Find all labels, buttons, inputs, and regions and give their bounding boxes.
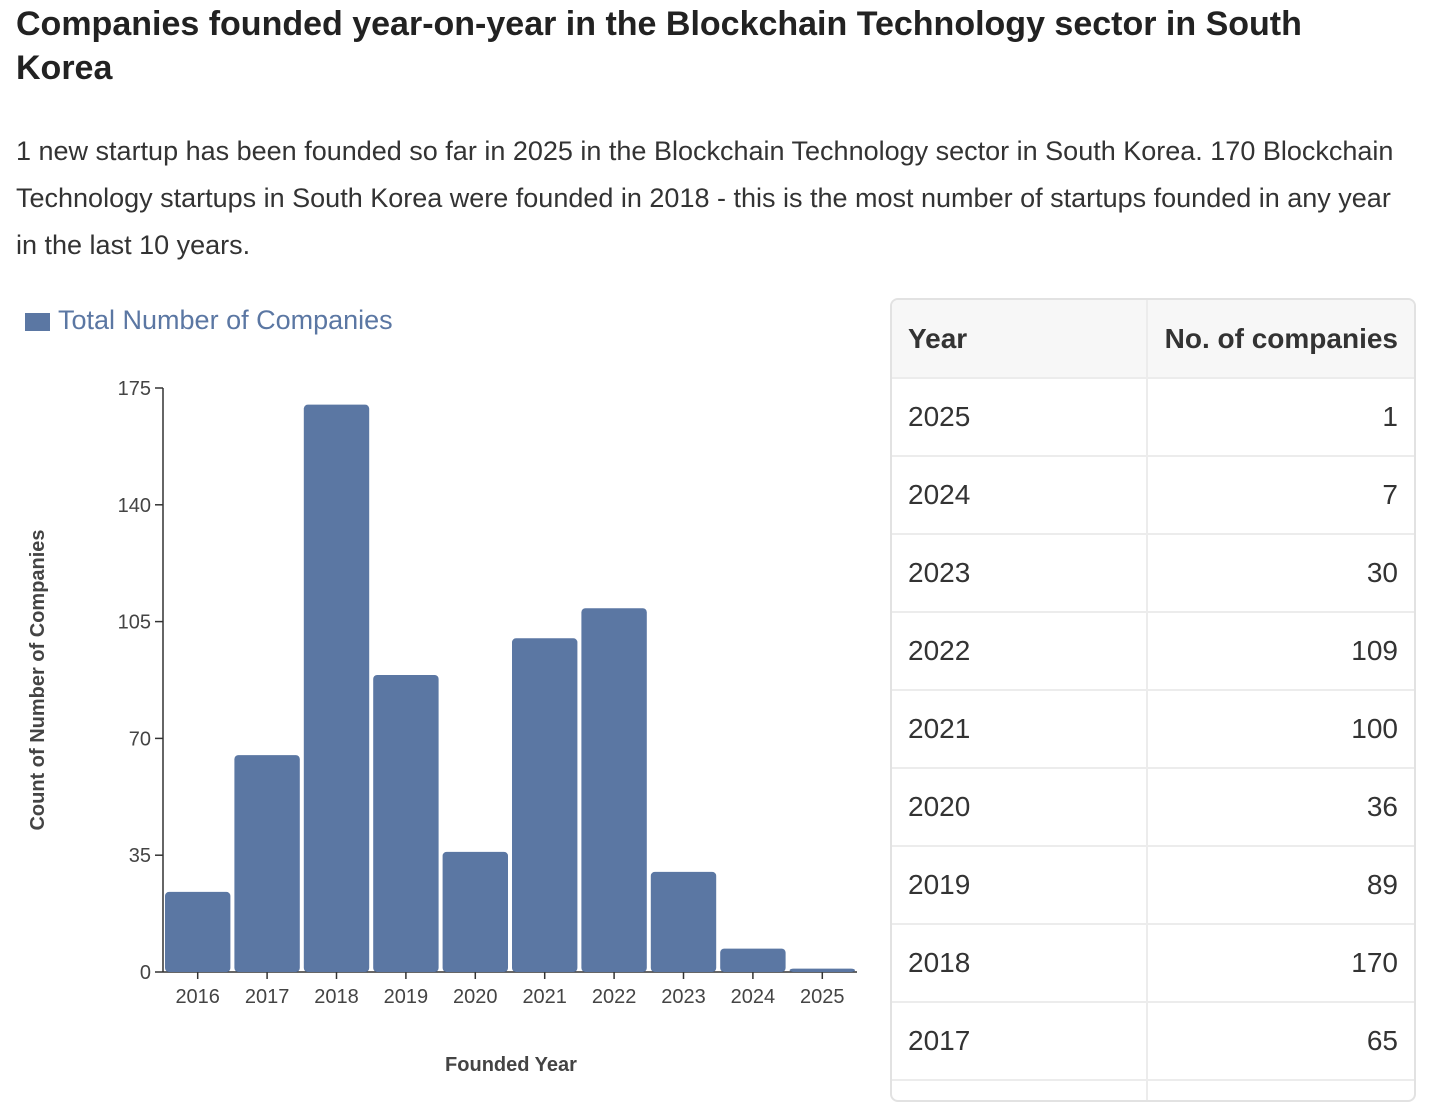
x-tick-label: 2025 [800,986,845,1008]
column-header: No. of companies [1147,300,1414,378]
table-row [892,1079,1414,1100]
x-tick-label: 2023 [661,986,706,1008]
table-cell: 2023 [892,533,1148,612]
y-tick-label: 35 [129,845,151,867]
x-tick-label: 2021 [522,986,567,1008]
bar [512,638,578,972]
table-row: 2018 170 [892,923,1414,1002]
table-cell: 2018 [892,923,1148,1002]
bar [234,755,300,972]
table-cell: 170 [1147,923,1414,1002]
table-cell: 7 [1147,455,1414,534]
header-row: Year No. of companies [892,300,1414,378]
table-cell: 2024 [892,455,1148,534]
title: Companies founded year-on-year in the Bl… [16,5,1302,87]
table-row: 2021 100 [892,689,1414,768]
y-tick-label: 70 [129,728,151,750]
description: 1 new startup has been founded so far in… [16,136,1394,260]
data-table: Year No. of companies 2025 1 2024 7 2023 30 2022… [890,298,1416,1102]
table-row: 2020 36 [892,767,1414,846]
x-tick-label: 2022 [592,986,637,1008]
y-tick-label: 175 [118,378,151,400]
table-cell: 1 [1147,377,1414,456]
bar [720,948,786,972]
bar [165,891,231,972]
y-axis-title: Count of Number of Companies [27,529,49,830]
table-row: 2025 1 [892,377,1414,456]
table-cell: 36 [1147,767,1414,846]
x-tick-label: 2020 [453,986,498,1008]
table-cell: 100 [1147,689,1414,768]
table-cell: 65 [1147,1001,1414,1080]
chart: Total Number of Companies 0 35 70 105 140 175 2… [25,305,857,1076]
table-cell: 2020 [892,767,1148,846]
table-cell [1147,1079,1414,1100]
x-axis-title: Founded Year [445,1054,577,1076]
bar [789,968,855,972]
legend-swatch [25,313,50,331]
table-row: 2022 109 [892,611,1414,690]
x-tick-label: 2017 [245,986,290,1008]
table-cell: 2025 [892,377,1148,456]
table-row: 2024 7 [892,455,1414,534]
bar [581,608,647,972]
y-tick-label: 105 [118,612,151,634]
y-tick-label: 140 [118,495,151,517]
table-row: 2023 30 [892,533,1414,612]
table-cell: 2017 [892,1001,1148,1080]
table-cell: 2019 [892,845,1148,924]
x-tick-label: 2019 [384,986,429,1008]
table-cell: 2022 [892,611,1148,690]
table-cell: 30 [1147,533,1414,612]
y-tick-label: 0 [140,962,151,984]
table-cell: 2021 [892,689,1148,768]
legend-label: Total Number of Companies [58,305,393,335]
table-cell [892,1079,1148,1100]
table-cell: 89 [1147,845,1414,924]
table-cell: 109 [1147,611,1414,690]
bar [303,404,370,972]
bar [373,674,439,972]
x-tick-label: 2016 [175,986,220,1008]
bar [650,871,717,972]
bar [442,851,508,972]
column-header: Year [892,300,1148,378]
x-tick-label: 2018 [314,986,359,1008]
x-tick-label: 2024 [731,986,776,1008]
table-body: 2025 1 2024 7 2023 30 2022 109 2021 100 2020 36 2019… [892,377,1414,1100]
table-row: 2017 65 [892,1001,1414,1080]
table: Year No. of companies 2025 1 2024 7 2023 30 2022… [892,300,1414,1100]
table-row: 2019 89 [892,845,1414,924]
